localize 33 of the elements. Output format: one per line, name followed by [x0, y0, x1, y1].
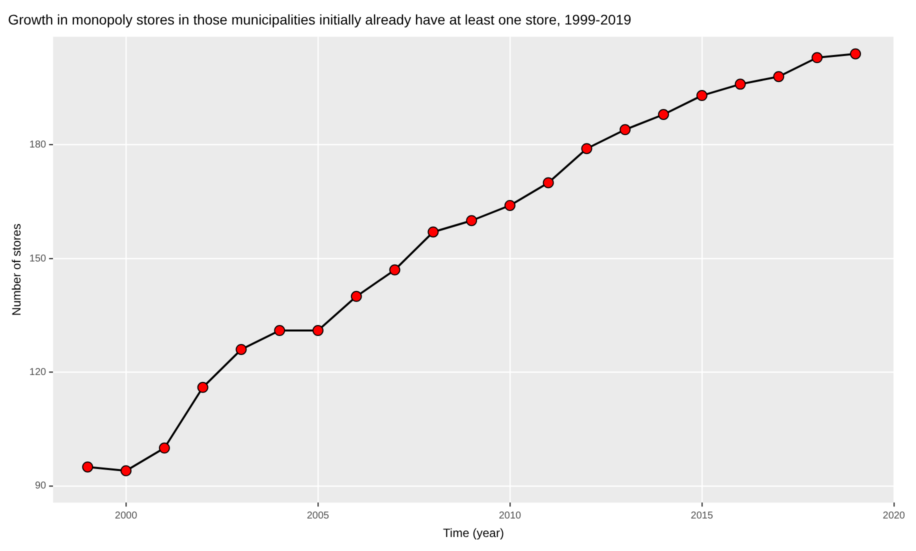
- point: [350, 290, 362, 302]
- point: [428, 226, 439, 238]
- point: [542, 177, 554, 188]
- x-tick-label: 2005: [306, 510, 330, 522]
- point: [389, 264, 400, 276]
- point: [850, 48, 861, 60]
- point: [696, 90, 708, 102]
- y-tick-label: 90: [34, 480, 47, 492]
- point: [504, 200, 516, 211]
- point: [197, 382, 208, 393]
- point: [312, 325, 324, 336]
- y-tick-label: 180: [29, 140, 47, 151]
- chart-title: Growth in monopoly stores in those municipalities initially already have at least one store, 1999-2019: [8, 11, 632, 28]
- x-axis-title: Time (year): [443, 526, 504, 540]
- point: [236, 344, 247, 355]
- point: [466, 215, 478, 226]
- x-tick-label: 2010: [498, 510, 522, 522]
- point: [773, 71, 784, 82]
- x-tick-label: 2000: [114, 510, 138, 522]
- y-tick-label: 150: [29, 253, 47, 264]
- point: [120, 465, 132, 476]
- point: [620, 124, 631, 136]
- point: [274, 325, 286, 336]
- point: [734, 78, 746, 90]
- x-tick-label: 2015: [690, 510, 714, 522]
- y-axis-title: Number of stores: [10, 224, 24, 316]
- x-tick-label: 2020: [882, 510, 906, 522]
- point: [158, 442, 170, 454]
- point: [812, 52, 823, 64]
- point: [658, 108, 670, 120]
- point: [581, 143, 592, 154]
- y-tick-label: 120: [29, 366, 47, 378]
- point: [82, 461, 94, 472]
